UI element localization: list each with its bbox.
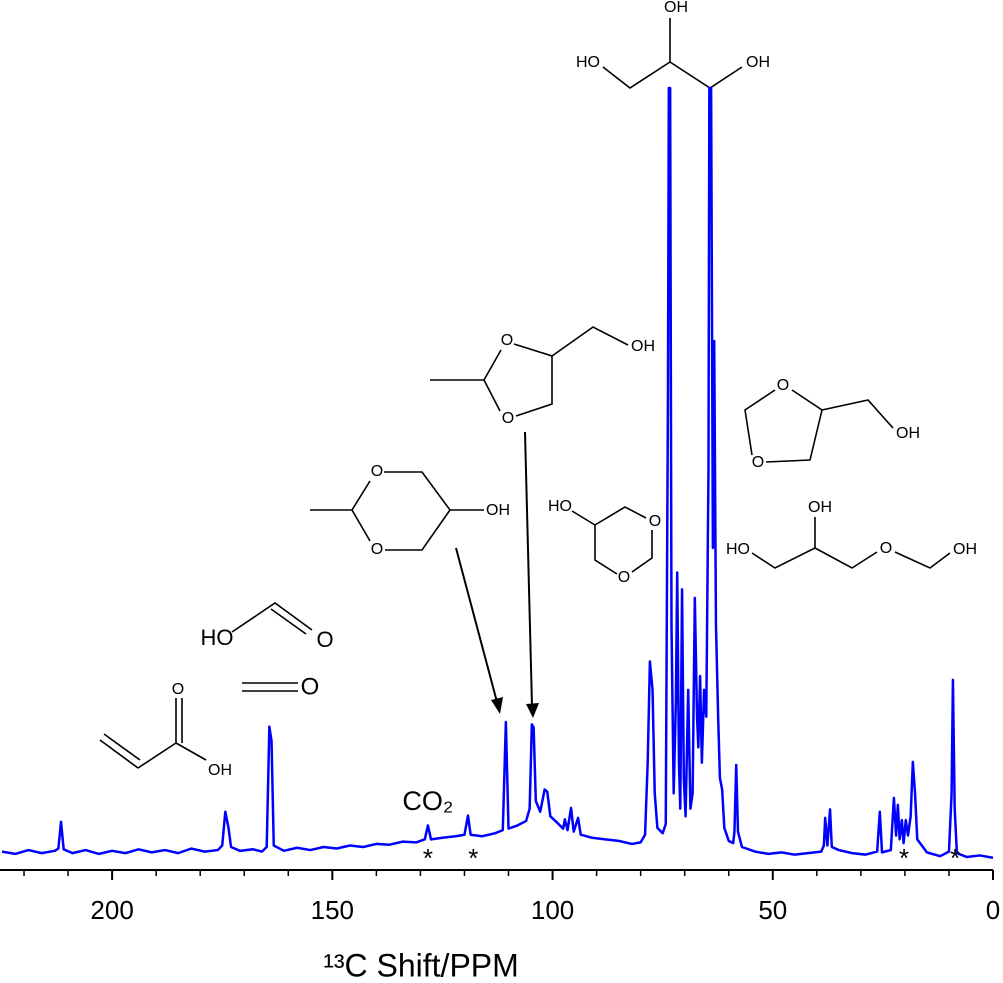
atom-label: OH <box>664 0 688 16</box>
atom-label: HO <box>576 54 600 71</box>
x-tick-label: 200 <box>90 895 133 925</box>
atom-label: OH <box>486 502 510 519</box>
dioxolane-bonds <box>430 326 629 417</box>
atom-label: O <box>371 541 383 558</box>
atom-label: O <box>880 540 892 557</box>
atom-label: O <box>301 673 320 700</box>
atom-label: O <box>172 681 184 698</box>
annotation: CO₂ <box>402 786 453 816</box>
acrylic-bonds <box>99 698 207 769</box>
atom-label: O <box>618 569 630 586</box>
ether-bonds <box>751 517 951 569</box>
x-axis-title: ¹³C Shift/PPM <box>323 947 519 983</box>
glycerol-bonds <box>602 18 743 89</box>
atom-label: OH <box>896 425 920 442</box>
asterisk-marker: * <box>468 843 478 873</box>
atom-label: OH <box>746 54 770 71</box>
spectrum-line <box>1 86 994 859</box>
x-tick-label: 50 <box>758 895 787 925</box>
dioxolane-bonds <box>744 389 894 463</box>
atom-label: O <box>501 332 513 349</box>
atom-label: OH <box>208 762 232 779</box>
formic-bonds <box>231 602 313 635</box>
atom-label: HO <box>201 625 234 650</box>
asterisk-marker: * <box>950 843 960 873</box>
atom-label: OH <box>953 541 977 558</box>
atom-label: OH <box>631 338 655 355</box>
atom-label: HO <box>548 498 572 515</box>
atom-label: O <box>649 513 661 530</box>
formaldehyde-bonds <box>242 682 298 692</box>
asterisk-marker: * <box>423 843 433 873</box>
atom-label: OH <box>808 499 832 516</box>
atom-label: O <box>752 454 764 471</box>
x-tick-label: 100 <box>531 895 574 925</box>
x-tick-label: 0 <box>986 895 1000 925</box>
arrows <box>455 431 539 718</box>
dioxane-bonds <box>310 471 484 551</box>
atom-label: O <box>316 627 333 652</box>
atom-label: O <box>371 463 383 480</box>
x-tick-label: 150 <box>311 895 354 925</box>
atom-label: O <box>502 410 514 427</box>
asterisk-marker: * <box>899 843 909 873</box>
atom-label: HO <box>726 541 750 558</box>
dioxane-bonds <box>571 506 653 575</box>
atom-label: O <box>777 377 789 394</box>
structures: OH HO OH O O OH O O OH O O OH HO O O <box>99 0 977 779</box>
